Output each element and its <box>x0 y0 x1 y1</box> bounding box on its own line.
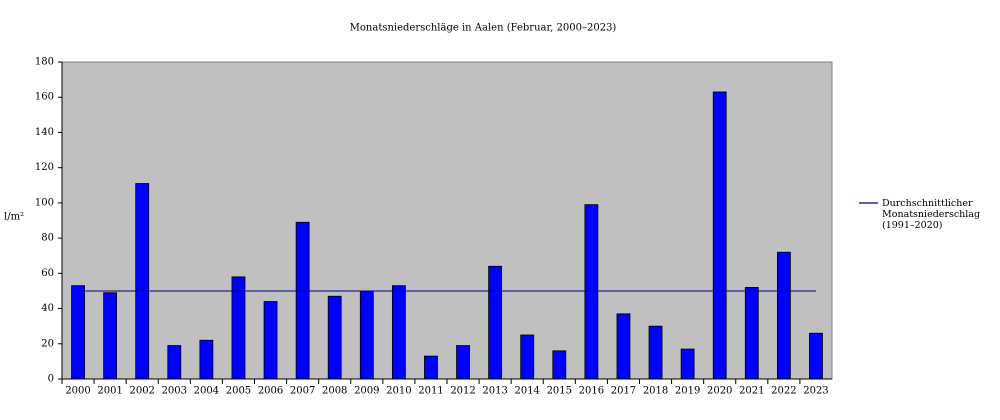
bar <box>616 313 631 380</box>
x-tick-label: 2007 <box>290 386 315 397</box>
bar <box>584 204 599 380</box>
x-tick-label: 2020 <box>707 386 732 397</box>
bar <box>424 355 438 380</box>
y-tick-label: 80 <box>41 233 54 244</box>
y-tick-label: 40 <box>41 303 54 314</box>
y-tick-label: 120 <box>35 162 54 173</box>
bar <box>391 285 406 380</box>
x-tick-label: 2003 <box>162 386 187 397</box>
x-tick-label: 2005 <box>226 386 251 397</box>
y-axis-label: l/m² <box>4 212 24 223</box>
x-tick-label: 2021 <box>739 386 764 397</box>
bar <box>809 332 823 380</box>
x-tick-label: 2019 <box>675 386 700 397</box>
x-tick-label: 2000 <box>65 386 90 397</box>
x-tick-label: 2016 <box>579 386 604 397</box>
bar <box>199 339 214 380</box>
bar <box>231 276 246 380</box>
bar <box>648 325 663 380</box>
x-tick-label: 2022 <box>771 386 796 397</box>
bar <box>712 91 727 380</box>
bar <box>488 265 503 380</box>
bar <box>456 345 470 380</box>
x-tick-label: 2002 <box>129 386 154 397</box>
chart-title: Monatsniederschläge in Aalen (Februar, 2… <box>350 23 617 34</box>
x-tick-label: 2010 <box>386 386 411 397</box>
bar <box>295 221 310 380</box>
bar <box>327 295 342 380</box>
x-tick-label: 2001 <box>97 386 122 397</box>
bar <box>776 251 791 380</box>
y-tick-label: 60 <box>41 268 54 279</box>
x-tick-label: 2018 <box>643 386 668 397</box>
bar <box>744 287 759 380</box>
bar <box>103 292 118 380</box>
bar <box>680 348 695 380</box>
x-tick-label: 2011 <box>418 386 443 397</box>
x-tick-label: 2008 <box>322 386 347 397</box>
x-tick-label: 2014 <box>514 386 539 397</box>
x-tick-label: 2015 <box>547 386 572 397</box>
x-tick-label: 2009 <box>354 386 379 397</box>
bar <box>167 345 182 380</box>
y-tick-label: 180 <box>35 57 54 68</box>
x-tick-label: 2004 <box>194 386 219 397</box>
bar <box>71 285 85 380</box>
y-tick-label: 140 <box>35 127 54 138</box>
legend-label: Durchschnittlicher Monatsniederschlag (1… <box>882 198 981 231</box>
bar <box>135 183 150 380</box>
bar <box>263 301 278 380</box>
x-tick-label: 2012 <box>450 386 475 397</box>
x-tick-label: 2006 <box>258 386 283 397</box>
y-tick-label: 160 <box>35 92 54 103</box>
x-tick-label: 2023 <box>803 386 828 397</box>
x-tick-label: 2013 <box>482 386 507 397</box>
x-tick-label: 2017 <box>611 386 636 397</box>
plot-area <box>61 61 833 380</box>
y-tick-label: 0 <box>48 374 54 385</box>
y-tick-label: 100 <box>35 197 54 208</box>
bar <box>359 290 374 380</box>
bar <box>520 334 535 380</box>
bar <box>552 350 567 380</box>
y-tick-label: 20 <box>41 338 54 349</box>
